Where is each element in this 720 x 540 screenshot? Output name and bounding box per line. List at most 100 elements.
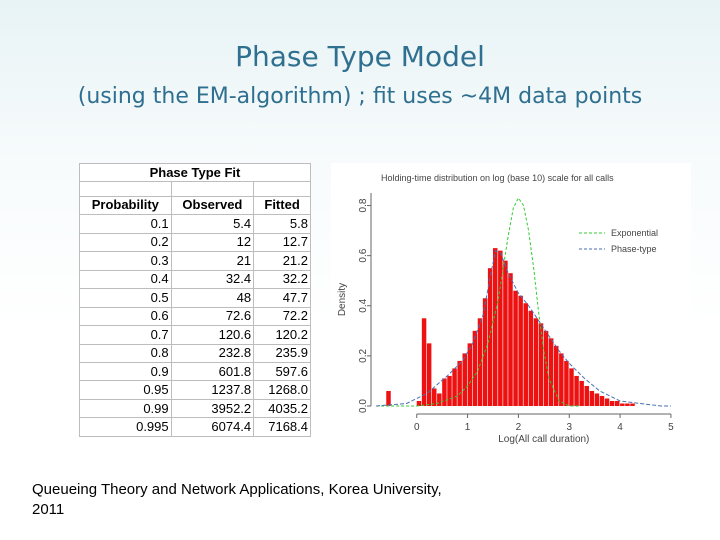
- histogram-bar: [493, 248, 498, 406]
- x-tick-label: 1: [465, 422, 471, 433]
- histogram-bar: [538, 323, 544, 406]
- y-tick-label: 0.2: [358, 348, 369, 362]
- histogram-bar: [462, 353, 467, 406]
- cell-fitted: 47.7: [253, 288, 311, 308]
- histogram-bar: [574, 375, 579, 406]
- cell-probability: 0.3: [79, 251, 172, 271]
- cell-fitted: 120.2: [253, 325, 311, 345]
- y-tick-label: 0.8: [358, 198, 369, 212]
- cell-observed: 12: [170, 232, 255, 253]
- histogram-bar: [426, 343, 432, 406]
- histogram-bar: [594, 393, 600, 406]
- table-row: 0.8 232.8 235.9: [79, 343, 311, 363]
- table-body: 0.1 5.4 5.8 0.2 12 12.7 0.3 21 21.2 0.4 32.4 32.2 0.…: [79, 214, 311, 437]
- histogram-bar: [554, 345, 559, 406]
- histogram-bar: [523, 303, 528, 406]
- cell-probability: 0.995: [79, 417, 172, 437]
- slide-footer: Queueing Theory and Network Applications…: [32, 480, 552, 520]
- cell-observed: 48: [170, 288, 255, 308]
- histogram-bar: [543, 330, 549, 406]
- chart-panel: Holding-time distribution on log (base 1…: [331, 163, 691, 448]
- phase-type-curve: [376, 249, 671, 407]
- cell-observed: 3952.2: [170, 398, 255, 419]
- histogram-bar: [589, 390, 595, 406]
- histogram-bar: [564, 360, 569, 406]
- cell-fitted: 5.8: [253, 214, 311, 234]
- cell-probability: 0.99: [79, 398, 172, 419]
- cell-fitted: 235.9: [253, 343, 311, 363]
- histogram-bar: [604, 398, 610, 406]
- x-tick-label: 5: [668, 422, 674, 433]
- histogram-bar: [386, 390, 391, 406]
- y-axis-label: Density: [337, 283, 348, 316]
- table-row: 0.4 32.4 32.2: [79, 269, 311, 290]
- cell-observed: 5.4: [170, 214, 255, 234]
- header-fitted: Fitted: [253, 195, 311, 216]
- histogram-bar: [518, 295, 523, 406]
- cell-probability: 0.4: [79, 269, 172, 290]
- slide-subtitle: (using the EM-algorithm) ; fit uses ~4M …: [77, 84, 643, 109]
- histogram-bar: [487, 268, 493, 406]
- histogram-bar: [503, 260, 508, 406]
- histogram-bar: [498, 250, 503, 406]
- histogram-bar: [625, 403, 630, 406]
- histogram-bar: [528, 310, 534, 406]
- histogram-bar: [533, 318, 539, 406]
- cell-probability: 0.95: [79, 380, 172, 400]
- histogram-bar: [584, 385, 589, 406]
- header-observed: Observed: [170, 195, 255, 216]
- histogram-bar: [472, 330, 478, 406]
- cell-fitted: 7168.4: [253, 417, 311, 437]
- table-row: 0.7 120.6 120.2: [79, 325, 311, 345]
- x-tick-label: 3: [566, 422, 572, 433]
- table-spacer: [79, 181, 311, 197]
- legend-label: Phase-type: [611, 244, 657, 254]
- footer-line-2: 2011: [32, 501, 65, 518]
- cell-fitted: 12.7: [253, 232, 311, 253]
- x-tick-label: 0: [414, 422, 420, 433]
- histogram-bar: [615, 400, 620, 406]
- cell-observed: 21: [170, 251, 255, 271]
- legend-label: Exponential: [611, 228, 658, 238]
- cell-probability: 0.7: [79, 325, 172, 345]
- table-row: 0.3 21 21.2: [79, 251, 311, 271]
- header-probability: Probability: [79, 195, 172, 216]
- table-row: 0.1 5.4 5.8: [79, 214, 311, 234]
- y-tick-label: 0.0: [358, 399, 369, 413]
- table-row: 0.5 48 47.7: [79, 288, 311, 308]
- cell-probability: 0.5: [79, 288, 172, 308]
- cell-probability: 0.6: [79, 306, 172, 327]
- cell-probability: 0.8: [79, 343, 172, 363]
- histogram-bar: [452, 368, 457, 406]
- exponential-curve: [376, 197, 580, 407]
- histogram-bar: [569, 368, 574, 406]
- table-title: Phase Type Fit: [79, 162, 311, 183]
- cell-observed: 601.8: [170, 361, 255, 382]
- y-tick-label: 0.6: [358, 248, 369, 262]
- histogram-bar: [457, 360, 462, 406]
- histogram-bar: [416, 400, 422, 406]
- y-tick-label: 0.4: [358, 298, 369, 312]
- histogram-bar: [421, 318, 427, 406]
- x-tick-label: 4: [617, 422, 623, 433]
- table-header: Probability Observed Fitted: [79, 195, 311, 216]
- histogram-chart: Holding-time distribution on log (base 1…: [337, 173, 674, 445]
- histogram-bar: [630, 403, 635, 406]
- cell-probability: 0.1: [79, 214, 172, 234]
- histogram-bar: [432, 388, 437, 406]
- slide-title: Phase Type Model: [235, 40, 485, 73]
- cell-fitted: 597.6: [253, 361, 311, 382]
- histogram-bar: [442, 378, 447, 406]
- x-tick-label: 2: [516, 422, 522, 433]
- cell-observed: 32.4: [170, 269, 255, 290]
- cell-fitted: 4035.2: [253, 398, 311, 419]
- histogram-bar: [609, 400, 615, 406]
- cell-observed: 72.6: [170, 306, 255, 327]
- cell-fitted: 21.2: [253, 251, 311, 271]
- table-row: 0.9 601.8 597.6: [79, 361, 311, 382]
- histogram-bar: [467, 343, 473, 406]
- histogram-bar: [513, 290, 518, 406]
- histogram-bar: [477, 318, 483, 406]
- histogram-bar: [508, 273, 513, 406]
- cell-fitted: 72.2: [253, 306, 311, 327]
